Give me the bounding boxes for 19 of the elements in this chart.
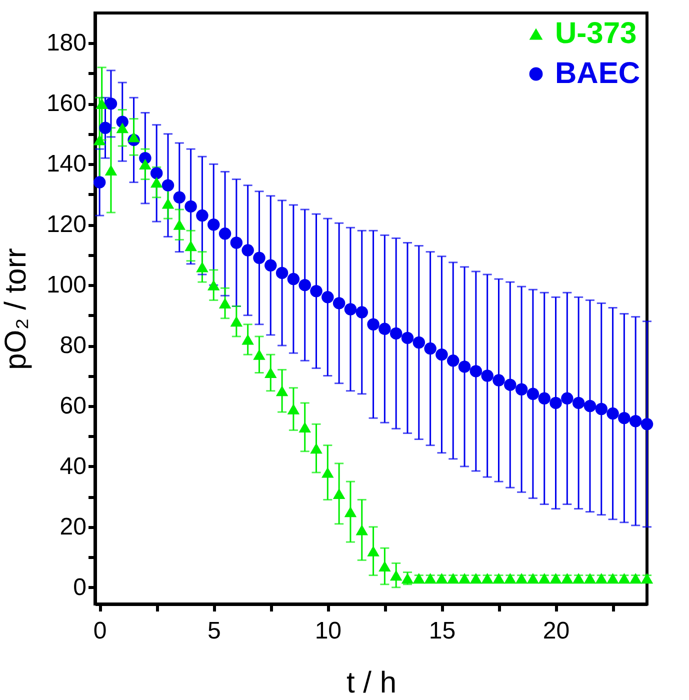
y-tick-label: 0: [73, 574, 86, 601]
x-tick-label: 15: [428, 618, 456, 644]
x-tick-label: 5: [207, 618, 221, 644]
legend-label: BAEC: [555, 57, 640, 90]
y-tick-label: 180: [46, 30, 86, 57]
y-tick-label: 20: [60, 513, 86, 540]
y-axis-title: pO₂ / torr: [0, 248, 32, 370]
x-tick-label: 0: [93, 618, 107, 644]
y-tick-label: 80: [60, 332, 86, 360]
legend-label: U-373: [555, 17, 637, 50]
y-tick-label: 100: [46, 272, 86, 299]
y-tick-label: 40: [60, 452, 86, 480]
y-tick-label: 140: [46, 150, 86, 178]
x-tick-label: 20: [542, 618, 570, 644]
x-axis-title: t / h: [346, 666, 397, 700]
y-tick-label: 160: [46, 90, 86, 118]
y-tick-label: 60: [60, 392, 86, 420]
x-tick-label: 10: [314, 618, 342, 644]
y-tick-label: 120: [46, 211, 86, 238]
